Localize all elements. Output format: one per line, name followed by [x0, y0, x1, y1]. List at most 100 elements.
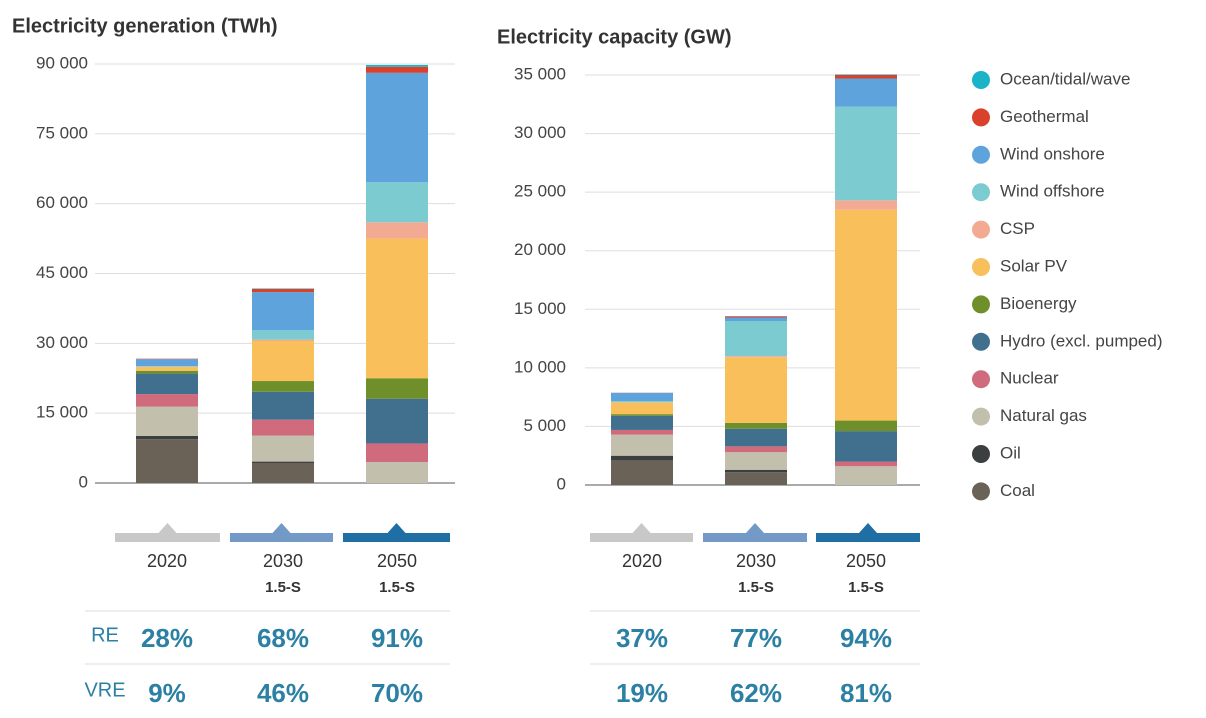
bar-segment	[366, 66, 428, 73]
category-marker-tip	[746, 523, 764, 533]
bar-segment	[725, 428, 787, 447]
legend-swatch	[972, 295, 990, 314]
bar-segment	[136, 373, 198, 395]
bar-segment	[252, 288, 314, 293]
legend-swatch	[972, 482, 990, 501]
bar-segment	[611, 415, 673, 430]
y-tick-label: 20 000	[514, 240, 566, 259]
category-marker	[115, 533, 220, 542]
bar-segment	[366, 72, 428, 183]
bar-segment	[366, 64, 428, 67]
y-tick-label: 0	[557, 474, 566, 493]
category-marker-tip	[272, 523, 291, 533]
category-marker-tip	[632, 523, 651, 533]
legend-label: Ocean/tidal/wave	[1000, 69, 1130, 88]
legend-label: Hydro (excl. pumped)	[1000, 331, 1163, 350]
bar-segment	[725, 469, 787, 473]
legend-swatch	[972, 183, 990, 202]
bar-segment	[136, 394, 198, 407]
bar-segment	[366, 462, 428, 483]
bar-segment	[725, 422, 787, 429]
legend-label: Geothermal	[1000, 107, 1089, 126]
bar-segment	[136, 435, 198, 440]
bar-segment	[252, 391, 314, 420]
share-row-label: RE	[91, 624, 119, 646]
bar-segment	[252, 419, 314, 436]
bar-segment	[136, 370, 198, 374]
bar-segment	[366, 182, 428, 223]
category-marker-tip	[387, 523, 406, 533]
legend-swatch	[972, 258, 990, 276]
bar-segment	[611, 434, 673, 456]
y-tick-label: 25 000	[514, 182, 566, 201]
legend-label: Oil	[1000, 443, 1021, 462]
bar-segment	[366, 378, 428, 399]
bar-segment	[835, 106, 897, 201]
x-tick-label: 2030	[263, 551, 303, 571]
category-marker-tip	[859, 523, 877, 533]
y-tick-label: 35 000	[514, 64, 566, 83]
bar-segment	[252, 435, 314, 462]
bar-segment	[725, 316, 787, 318]
legend-swatch	[972, 445, 990, 463]
x-tick-label: 2020	[622, 551, 662, 571]
bar-segment	[835, 200, 897, 210]
legend-label: Coal	[1000, 481, 1035, 500]
y-tick-label: 0	[79, 472, 88, 491]
bar-segment	[835, 75, 897, 79]
legend-swatch	[972, 145, 990, 164]
share-value: 94%	[840, 623, 892, 653]
bar-segment	[835, 209, 897, 421]
y-tick-label: 30 000	[514, 123, 566, 142]
share-value: 81%	[840, 678, 892, 708]
bar-segment	[611, 414, 673, 416]
bar-segment	[252, 292, 314, 331]
bar-segment	[725, 446, 787, 453]
bar-segment	[725, 357, 787, 423]
legend-swatch	[972, 370, 990, 389]
y-tick-label: 90 000	[36, 53, 88, 72]
y-tick-label: 30 000	[36, 333, 88, 352]
legend-label: Solar PV	[1000, 256, 1068, 275]
legend-swatch	[972, 108, 990, 127]
share-value: 28%	[141, 623, 193, 653]
share-value: 91%	[371, 623, 423, 653]
bar-segment	[252, 330, 314, 340]
bar-segment	[252, 341, 314, 382]
y-tick-label: 5 000	[523, 416, 566, 435]
x-tick-label: 2050	[377, 551, 417, 571]
legend-swatch	[972, 220, 990, 239]
bar-segment	[252, 339, 314, 342]
bar-segment	[366, 238, 428, 379]
bar-segment	[611, 460, 673, 485]
x-tick-sublabel: 1.5-S	[265, 579, 301, 596]
y-tick-label: 45 000	[36, 263, 88, 282]
category-marker	[230, 533, 333, 542]
bar-segment	[835, 431, 897, 462]
share-value: 19%	[616, 678, 668, 708]
bar-segment	[366, 398, 428, 444]
x-tick-sublabel: 1.5-S	[848, 579, 884, 596]
share-value: 37%	[616, 623, 668, 653]
bar-segment	[611, 402, 673, 415]
bar-segment	[611, 392, 673, 402]
bar-segment	[366, 222, 428, 239]
bar-segment	[136, 367, 198, 371]
share-value: 62%	[730, 678, 782, 708]
category-marker	[703, 533, 807, 542]
bar-segment	[252, 462, 314, 483]
bar-segment	[835, 78, 897, 107]
share-value: 68%	[257, 623, 309, 653]
x-tick-label: 2020	[147, 551, 187, 571]
bar-segment	[252, 381, 314, 392]
x-tick-sublabel: 1.5-S	[738, 579, 774, 596]
bar-segment	[136, 406, 198, 436]
legend-swatch	[972, 332, 990, 351]
share-row-label: VRE	[84, 679, 125, 701]
chart-title: Electricity generation (TWh)	[12, 15, 278, 37]
category-marker	[816, 533, 920, 542]
legend-label: Bioenergy	[1000, 294, 1077, 313]
bar-segment	[136, 439, 198, 483]
category-marker	[343, 533, 450, 542]
legend-label: CSP	[1000, 219, 1035, 238]
